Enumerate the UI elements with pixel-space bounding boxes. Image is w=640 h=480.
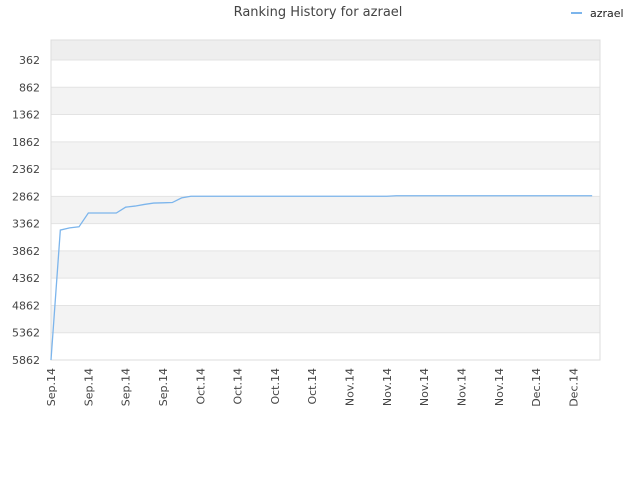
x-tick-label: Dec.14 xyxy=(567,368,580,407)
x-tick-label: Nov.14 xyxy=(493,368,506,406)
x-tick-label: Oct.14 xyxy=(306,368,319,405)
y-tick-label: 4362 xyxy=(12,272,40,285)
x-tick-label: Oct.14 xyxy=(269,368,282,405)
legend-label: azrael xyxy=(590,7,624,20)
x-tick-label: Oct.14 xyxy=(232,368,245,405)
plot-border xyxy=(50,39,601,361)
y-tick-label: 2862 xyxy=(12,190,40,203)
y-tick-label: 3862 xyxy=(12,245,40,258)
grid-band xyxy=(51,40,600,61)
grid-band xyxy=(51,250,600,279)
x-tick-label: Nov.14 xyxy=(418,368,431,406)
grid-band xyxy=(51,332,600,360)
grid-band xyxy=(51,141,600,170)
y-tick-label: 5362 xyxy=(12,327,40,340)
x-tick-label: Oct.14 xyxy=(194,368,207,405)
grid-band xyxy=(51,60,600,88)
x-tick-label: Nov.14 xyxy=(344,368,357,406)
y-tick-label: 3362 xyxy=(12,218,40,231)
y-tick-label: 862 xyxy=(19,81,40,94)
y-tick-label: 2362 xyxy=(12,163,40,176)
grid-band xyxy=(51,305,600,333)
grid-band xyxy=(51,87,600,115)
y-tick-label: 1862 xyxy=(12,136,40,149)
x-tick-label: Sep.14 xyxy=(157,368,170,406)
grid-band xyxy=(51,196,600,224)
x-tick-label: Nov.14 xyxy=(381,368,394,406)
grid-band xyxy=(51,223,600,251)
y-tick-label: 5862 xyxy=(12,354,40,367)
x-tick-label: Dec.14 xyxy=(530,368,543,407)
x-tick-label: Sep.14 xyxy=(82,368,95,406)
x-tick-label: Nov.14 xyxy=(456,368,469,406)
grid-band xyxy=(51,169,600,197)
chart-title: Ranking History for azrael xyxy=(234,5,403,20)
y-tick-label: 362 xyxy=(19,54,40,67)
y-tick-label: 4862 xyxy=(12,299,40,312)
series-line xyxy=(50,195,593,361)
y-tick-label: 1362 xyxy=(12,109,40,122)
x-tick-label: Sep.14 xyxy=(45,368,58,406)
grid-band xyxy=(51,114,600,142)
x-tick-label: Sep.14 xyxy=(120,368,133,406)
grid-band xyxy=(51,278,600,306)
